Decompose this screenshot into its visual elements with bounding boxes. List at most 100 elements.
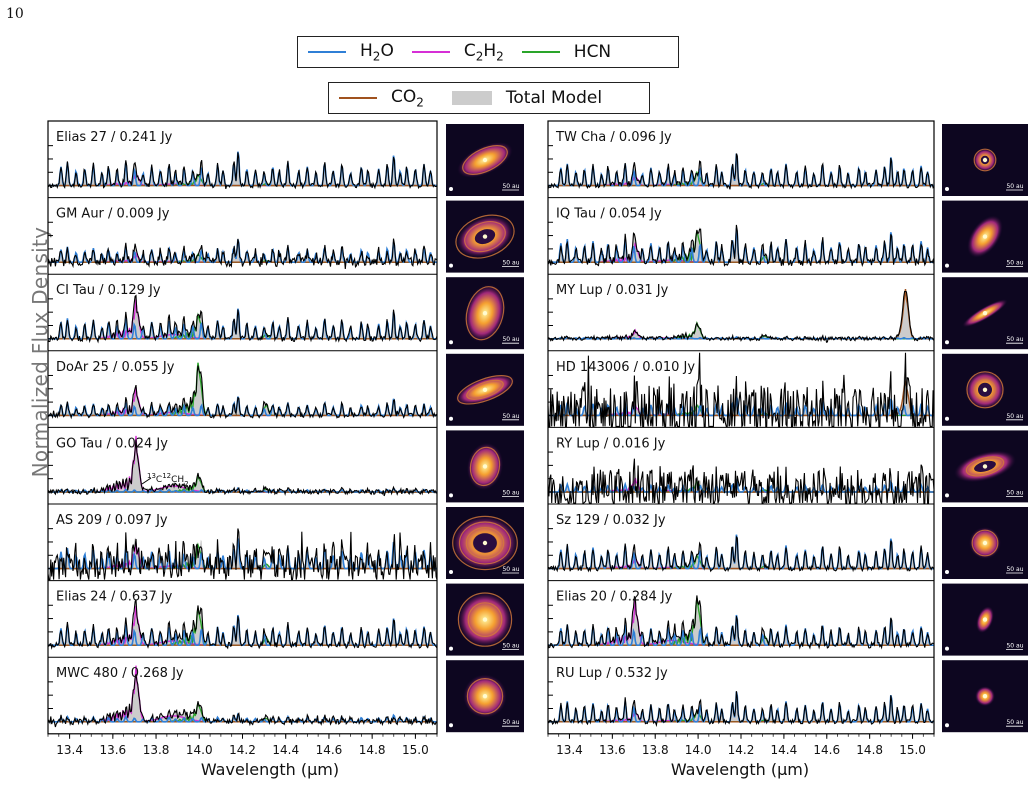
disk-image-doar-25: 50 au (446, 353, 524, 426)
series-observed (47, 439, 437, 497)
series-observed (547, 153, 935, 190)
legend-h2o-swatch (308, 50, 346, 54)
disk-ring (455, 214, 515, 259)
subplot-label: CI Tau / 0.129 Jy (56, 283, 161, 298)
legend-h2o: H2O (308, 41, 394, 63)
beam-marker (945, 493, 949, 498)
subplot-left-1: GM Aur / 0.009 Jy (47, 197, 438, 269)
series-observed (547, 290, 935, 343)
legend-hcn-label: HCN (573, 42, 612, 62)
disk-image-tw-cha: 50 au (942, 124, 1028, 196)
subplot-label: TW Cha / 0.096 Jy (555, 130, 672, 145)
panel-right: TW Cha / 0.096 Jy IQ Tau / 0.054 Jy MY Lup… (547, 120, 935, 757)
legend-h2o-label: H2O (360, 40, 394, 64)
subplot-label: RY Lup / 0.016 Jy (556, 436, 666, 451)
legend-hcn-swatch (521, 50, 560, 54)
disk-star (982, 694, 988, 699)
series-observed (547, 691, 935, 728)
series-observed (47, 238, 438, 269)
subplot-left-2: CI Tau / 0.129 Jy (47, 273, 438, 344)
x-axis-label-left: Wavelength (μm) (200, 760, 340, 779)
disk-star (982, 311, 988, 316)
series-observed (47, 294, 438, 344)
disk-image-ci-tau: 50 au (446, 277, 524, 350)
disk-star (482, 464, 488, 469)
disk-star (482, 694, 488, 699)
subplot-left-0: Elias 27 / 0.241 Jy (47, 130, 438, 190)
disk-ring (971, 529, 999, 557)
x-tick-label: 14.2 (728, 743, 755, 757)
beam-marker (449, 416, 453, 421)
x-tick-label: 13.6 (99, 743, 126, 757)
disk-star (482, 617, 488, 622)
subplot-label: RU Lup / 0.532 Jy (556, 666, 668, 681)
disk-image-elias-27: 50 au (446, 124, 524, 196)
legend-c2h2-swatch (411, 50, 450, 54)
x-tick-label: 14.8 (359, 743, 386, 757)
x-tick-label: 14.4 (771, 743, 798, 757)
subplot-label: IQ Tau / 0.054 Jy (556, 207, 662, 222)
x-tick-label: 14.2 (229, 743, 256, 757)
subplot-label: DoAr 25 / 0.055 Jy (56, 360, 175, 375)
scale-bar-label: 50 au (1006, 489, 1023, 496)
scale-bar-label: 50 au (1006, 413, 1023, 420)
subplot-label: MWC 480 / 0.268 Jy (56, 666, 184, 681)
disk-star (482, 311, 488, 316)
beam-marker (945, 340, 949, 345)
disk-ring (973, 148, 997, 172)
subplot-left-3: DoAr 25 / 0.055 Jy (47, 350, 438, 420)
legend-co2: CO2 (339, 87, 424, 109)
series-observed (547, 224, 935, 267)
subplot-right-0: TW Cha / 0.096 Jy (547, 130, 935, 190)
subplot-right-4: RY Lup / 0.016 Jy (547, 426, 935, 505)
annotation-pointer (141, 477, 152, 485)
subplot-right-1: IQ Tau / 0.054 Jy (547, 197, 935, 267)
disk-ring (469, 446, 501, 487)
series-observed (47, 674, 438, 728)
scale-bar-label: 50 au (1006, 336, 1023, 343)
subplot-label: Elias 20 / 0.284 Jy (556, 590, 673, 605)
series-observed (47, 152, 438, 190)
disk-ring (466, 678, 504, 715)
x-tick-label: 13.4 (556, 743, 583, 757)
series-observed (47, 365, 438, 420)
subplot-right-3: HD 143006 / 0.010 Jy (547, 350, 935, 429)
scale-bar-label: 50 au (502, 566, 519, 573)
page-number: 10 (6, 6, 24, 22)
series-observed (547, 535, 935, 573)
beam-marker (449, 723, 453, 728)
disk-ring (974, 379, 996, 401)
x-tick-label: 13.6 (599, 743, 626, 757)
disk-star (482, 540, 488, 546)
legend-total-swatch (451, 91, 492, 105)
scale-bar-label: 50 au (1006, 643, 1023, 650)
series-observed (547, 595, 935, 650)
series-observed (47, 599, 438, 650)
scale-bar-label: 50 au (502, 413, 519, 420)
disk-ring (966, 371, 1004, 409)
scale-bar-label: 50 au (1006, 260, 1023, 267)
x-tick-label: 15.0 (899, 743, 926, 757)
subplot-left-5: AS 209 / 0.097 Jy (47, 503, 438, 581)
subplot-right-7: RU Lup / 0.532 Jy (547, 656, 935, 728)
legend-total-label: Total Model (505, 88, 603, 108)
disk-star (982, 540, 988, 546)
scale-bar-label: 50 au (502, 260, 519, 267)
beam-marker (449, 263, 453, 268)
subplot-right-6: Elias 20 / 0.284 Jy (547, 580, 935, 650)
scale-bar-label: 50 au (1006, 566, 1023, 573)
disk-ring (965, 456, 1005, 477)
subplot-label: AS 209 / 0.097 Jy (56, 513, 168, 528)
panel-left: Elias 27 / 0.241 Jy GM Aur / 0.009 Jy CI T… (47, 120, 438, 757)
legend-molecules: H2O C2H2 HCN (297, 36, 679, 68)
subplot-label: GO Tau / 0.024 Jy (56, 436, 168, 451)
subplot-right-2: MY Lup / 0.031 Jy (547, 273, 935, 343)
disk-star (982, 464, 988, 469)
disk-image-ry-lup: 50 au (942, 430, 1028, 503)
scale-bar-label: 50 au (502, 489, 519, 496)
disk-ring (457, 375, 513, 405)
beam-marker (945, 646, 949, 651)
disk-ring (457, 592, 513, 647)
scale-bar-label: 50 au (502, 336, 519, 343)
